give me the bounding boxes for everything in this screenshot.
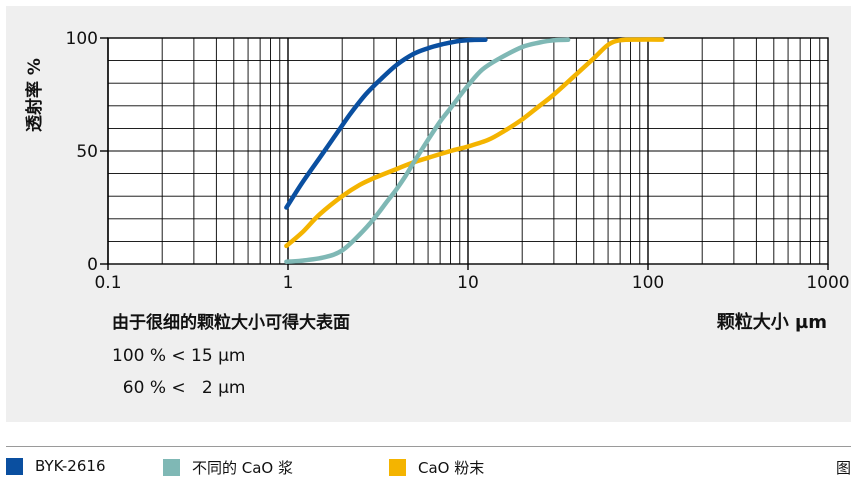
chart-panel: 0 50 100 0.1 1 10 100 1000 透射率 % 颗粒大小 µm 由于很细的颗… <box>6 6 851 422</box>
legend-item-cao-slurry: 不同的 CaO 浆 <box>163 457 293 478</box>
legend-separator <box>6 446 851 447</box>
y-tick-label: 100 <box>66 29 98 49</box>
chart-canvas: 0 50 100 0.1 1 10 100 1000 <box>66 29 850 293</box>
legend-swatch <box>163 459 180 476</box>
x-tick-label: 10 <box>457 273 479 293</box>
x-axis-label: 颗粒大小 µm <box>716 312 827 333</box>
series-line-2 <box>284 37 665 249</box>
notes-line-1: 100 % < 15 µm <box>112 346 246 366</box>
y-tick-label: 50 <box>76 142 98 162</box>
figure-label: 图 <box>835 459 851 477</box>
legend-item-byk-2616: BYK-2616 <box>6 457 105 475</box>
y-tick-label: 0 <box>87 255 98 275</box>
legend-label: CaO 粉末 <box>418 459 485 477</box>
notes-line-2: 60 % < 2 µm <box>112 378 246 398</box>
legend-item-cao-powder: CaO 粉末 <box>389 457 484 478</box>
x-tick-label: 1000 <box>806 273 849 293</box>
legend-label: 不同的 CaO 浆 <box>192 459 294 477</box>
y-axis-label: 透射率 % <box>25 58 45 132</box>
notes-title: 由于很细的颗粒大小可得大表面 <box>112 313 350 333</box>
x-tick-label: 1 <box>283 273 294 293</box>
series-line-0 <box>284 37 488 210</box>
legend-label: BYK-2616 <box>35 457 106 475</box>
series-line-1 <box>284 37 571 264</box>
legend-swatch <box>6 457 23 475</box>
legend-swatch <box>389 459 406 476</box>
x-tick-label: 0.1 <box>94 273 121 293</box>
legend: BYK-2616 不同的 CaO 浆 CaO 粉末 图 <box>6 451 851 481</box>
x-tick-label: 100 <box>632 273 664 293</box>
